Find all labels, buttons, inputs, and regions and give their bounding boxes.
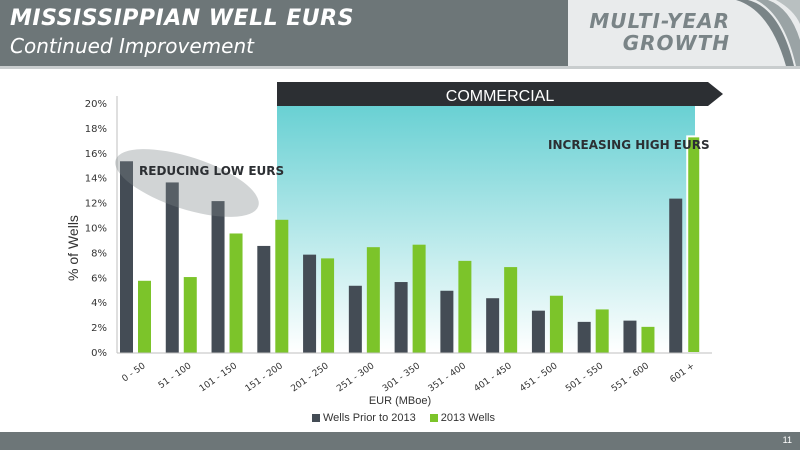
bar-prior-3 [257, 245, 271, 353]
x-tick-label: 151 - 200 [244, 361, 285, 394]
x-tick-label: 251 - 300 [335, 361, 376, 394]
slide-subtitle: Continued Improvement [10, 34, 254, 58]
x-tick-label: 0 - 50 [120, 361, 147, 384]
eur-distribution-chart: 0% 2% 4% 6% 8% 10% 12% 14% 16% 18% 20% 0 - 50 51 - … [65, 82, 723, 407]
x-axis: 0 - 50 51 - 100 101 - 150 151 - 200 201 - 25… [120, 361, 696, 394]
y-tick-label: 14% [85, 174, 107, 185]
y-tick-label: 0% [91, 348, 107, 359]
legend-label-prior: Wells Prior to 2013 [323, 412, 416, 424]
commercial-region [277, 104, 695, 352]
bar-2013-6 [412, 244, 426, 353]
bar-2013-12 [686, 135, 702, 354]
y-axis-title: % of Wells [65, 215, 81, 281]
y-axis: 0% 2% 4% 6% 8% 10% 12% 14% 16% 18% 20% [85, 96, 712, 359]
badge-text: MULTI-YEAR GROWTH [589, 10, 730, 54]
y-tick-label: 4% [91, 298, 107, 309]
bar-2013-5 [366, 247, 380, 353]
commercial-arrow [277, 82, 723, 106]
x-axis-title: EUR (MBoe) [369, 395, 431, 407]
y-tick-label: 20% [85, 99, 107, 110]
y-tick-label: 6% [91, 273, 107, 284]
bar-prior-0 [120, 161, 133, 353]
legend-item-2013: 2013 Wells [429, 412, 495, 424]
x-tick-label: 551 - 600 [610, 361, 651, 394]
x-tick-label: 451 - 500 [518, 361, 559, 394]
bar-2013-7 [458, 260, 472, 353]
y-tick-label: 18% [85, 124, 107, 135]
y-tick-label: 16% [85, 149, 107, 160]
header-divider [0, 66, 800, 69]
legend-label-2013: 2013 Wells [440, 412, 495, 424]
x-tick-label: 501 - 550 [564, 361, 605, 394]
badge-line-1: MULTI-YEAR [589, 9, 730, 33]
bar-prior-8 [486, 298, 500, 353]
slide-header: MISSISSIPPIAN WELL EURS Continued Improv… [0, 0, 800, 66]
low-eur-annotation: REDUCING LOW EURS [139, 164, 284, 178]
chart-legend: Wells Prior to 2013 2013 Wells [312, 412, 509, 424]
y-tick-label: 8% [91, 248, 107, 259]
high-eur-annotation: INCREASING HIGH EURS [548, 138, 710, 152]
x-tick-label: 51 - 100 [157, 361, 194, 391]
low-eur-ellipse [115, 149, 259, 217]
x-tick-label: 401 - 450 [473, 361, 514, 394]
bar-prior-10 [577, 321, 591, 353]
bar-2013-2 [229, 233, 243, 353]
bar-prior-2 [211, 201, 225, 353]
bar-prior-6 [394, 282, 408, 353]
growth-badge: MULTI-YEAR GROWTH [568, 0, 800, 66]
bar-2013-3 [275, 219, 289, 353]
x-tick-label: 301 - 350 [381, 361, 422, 394]
x-tick-label: 101 - 150 [198, 361, 239, 394]
y-tick-label: 12% [85, 199, 107, 210]
legend-swatch-2013 [429, 414, 438, 422]
bar-group [120, 135, 702, 354]
bar-prior-11 [623, 320, 637, 353]
y-tick-label: 2% [91, 323, 107, 334]
bar-2013-0 [138, 280, 151, 353]
y-tick-label: 10% [85, 224, 107, 235]
bar-2013-9 [549, 295, 563, 353]
bar-2013-4 [321, 258, 335, 353]
bar-prior-7 [440, 290, 454, 353]
bar-2013-1 [183, 277, 197, 353]
x-tick-label: 601 + [668, 361, 696, 385]
bar-prior-12 [669, 198, 683, 353]
slide-footer: 11 [0, 432, 800, 450]
legend-swatch-prior [312, 414, 320, 422]
bar-2013-8 [504, 267, 518, 353]
swoosh-logo-icon [736, 0, 800, 66]
x-tick-label: 201 - 250 [289, 361, 330, 394]
bar-prior-9 [531, 310, 545, 353]
bar-prior-4 [303, 254, 317, 353]
bar-prior-1 [165, 182, 179, 353]
x-tick-label: 351 - 400 [427, 361, 468, 394]
legend-item-prior: Wells Prior to 2013 [312, 412, 416, 424]
badge-line-2: GROWTH [622, 31, 730, 55]
bar-2013-10 [595, 309, 609, 353]
bar-2013-11 [641, 326, 655, 353]
page-number: 11 [782, 435, 792, 445]
bar-prior-5 [348, 285, 362, 353]
slide-title: MISSISSIPPIAN WELL EURS [10, 6, 354, 31]
commercial-label: COMMERCIAL [446, 88, 555, 105]
